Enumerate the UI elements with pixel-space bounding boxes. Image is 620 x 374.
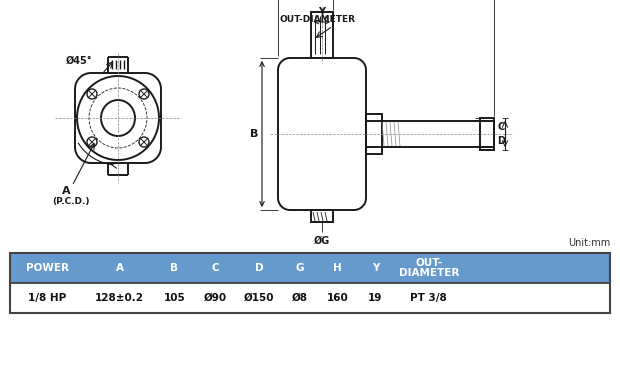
Bar	[10, 283, 610, 313]
Text: OUT-DIAMETER: OUT-DIAMETER	[280, 15, 356, 24]
Text: B: B	[250, 129, 258, 139]
Text: Y: Y	[319, 7, 326, 17]
Bar	[311, 12, 333, 58]
Text: 160: 160	[327, 293, 348, 303]
Text: Y: Y	[372, 263, 379, 273]
Bar	[10, 253, 610, 283]
Text: B: B	[170, 263, 179, 273]
Text: ØG: ØG	[314, 236, 330, 246]
Bar	[480, 118, 494, 150]
Text: PT 3/8: PT 3/8	[410, 293, 447, 303]
Text: Ø90: Ø90	[203, 293, 227, 303]
Text: 128±0.2: 128±0.2	[95, 293, 144, 303]
Text: C: C	[497, 122, 504, 132]
Text: A: A	[115, 263, 123, 273]
Text: 105: 105	[164, 293, 185, 303]
Text: Ø150: Ø150	[244, 293, 274, 303]
Bar	[10, 253, 610, 313]
Text: D: D	[497, 136, 505, 146]
Text: H: H	[333, 263, 342, 273]
Text: Unit:mm: Unit:mm	[568, 238, 610, 248]
Text: OUT-
DIAMETER: OUT- DIAMETER	[399, 258, 459, 278]
Text: 19: 19	[368, 293, 383, 303]
Text: C: C	[211, 263, 219, 273]
Text: Ø45°: Ø45°	[66, 56, 92, 66]
Text: 1/8 HP: 1/8 HP	[29, 293, 66, 303]
Bar	[311, 210, 333, 222]
Text: G: G	[296, 263, 304, 273]
Bar	[366, 114, 382, 154]
Text: POWER: POWER	[26, 263, 69, 273]
Text: (P.C.D.): (P.C.D.)	[52, 197, 89, 206]
Text: D: D	[255, 263, 264, 273]
Text: A: A	[62, 186, 71, 196]
Text: Ø8: Ø8	[292, 293, 308, 303]
